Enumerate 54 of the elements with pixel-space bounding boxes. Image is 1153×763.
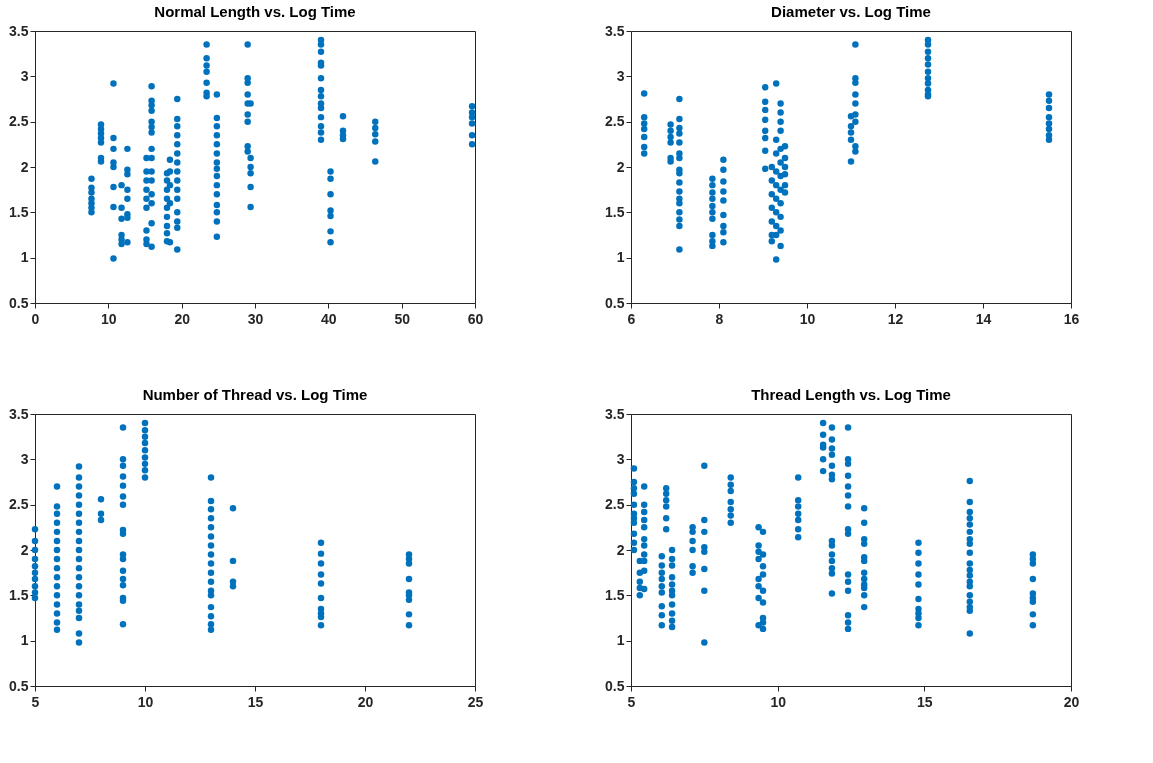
y-tick-label: 1.5	[605, 203, 625, 220]
x-tick-label: 14	[975, 310, 992, 327]
x-tick-label: 5	[627, 693, 636, 710]
y-tick-label: 3.5	[605, 405, 625, 422]
x-tick-label: 20	[174, 310, 191, 327]
y-tick-label: 1	[616, 249, 625, 266]
y-tick-label: 2	[20, 541, 29, 558]
x-tick-label: 15	[917, 693, 933, 710]
y-tick-label: 1	[20, 249, 29, 266]
y-tick-label: 3	[20, 67, 29, 84]
x-tick-label: 50	[394, 310, 411, 327]
chart-title: Diameter vs. Log Time	[771, 3, 931, 20]
y-tick-label: 2.5	[605, 113, 625, 130]
y-tick-label: 3.5	[605, 22, 625, 39]
x-tick-label: 12	[887, 310, 904, 327]
y-tick-label: 2.5	[9, 113, 29, 130]
y-tick-label: 3	[616, 67, 625, 84]
y-tick-label: 2	[616, 541, 625, 558]
chart-title: Number of Thread vs. Log Time	[142, 386, 368, 403]
y-tick-label: 1	[20, 632, 29, 649]
x-tick-label: 5	[31, 693, 40, 710]
x-tick-label: 15	[247, 693, 264, 710]
y-tick-label: 1.5	[9, 203, 29, 220]
y-tick-label: 0.5	[605, 677, 625, 694]
y-tick-label: 2.5	[605, 496, 625, 513]
x-tick-label: 10	[799, 310, 816, 327]
x-tick-label: 10	[101, 310, 117, 327]
y-tick-label: 2	[616, 158, 625, 175]
y-tick-label: 1.5	[9, 586, 29, 603]
chart-title: Thread Length vs. Log Time	[751, 386, 951, 403]
y-tick-label: 1.5	[605, 586, 625, 603]
x-tick-label: 20	[1063, 693, 1080, 710]
y-tick-label: 0.5	[605, 294, 625, 311]
y-tick-label: 3	[616, 450, 625, 467]
y-tick-label: 2	[20, 158, 29, 175]
x-tick-label: 20	[357, 693, 374, 710]
x-tick-label: 10	[137, 693, 154, 710]
y-tick-label: 1	[616, 632, 625, 649]
y-tick-label: 3	[20, 450, 29, 467]
x-tick-label: 25	[467, 693, 484, 710]
x-tick-label: 30	[247, 310, 264, 327]
x-tick-label: 40	[321, 310, 337, 327]
x-tick-label: 0	[31, 310, 40, 327]
y-tick-label: 0.5	[9, 677, 29, 694]
x-tick-label: 10	[770, 693, 787, 710]
chart-title: Normal Length vs. Log Time	[154, 3, 356, 20]
y-tick-label: 3.5	[9, 22, 29, 39]
x-tick-label: 8	[715, 310, 724, 327]
y-tick-label: 2.5	[9, 496, 29, 513]
y-tick-label: 0.5	[9, 294, 29, 311]
x-tick-label: 60	[467, 310, 484, 327]
x-tick-label: 16	[1063, 310, 1080, 327]
y-tick-label: 3.5	[9, 405, 29, 422]
x-tick-label: 6	[627, 310, 636, 327]
